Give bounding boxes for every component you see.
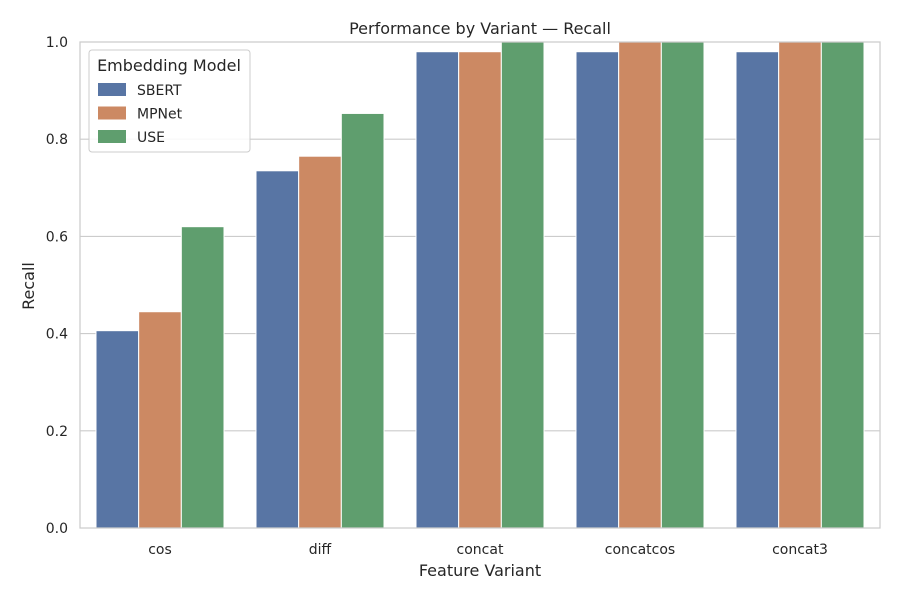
chart-title: Performance by Variant — Recall	[349, 19, 611, 38]
bar-mpnet-concat	[458, 51, 502, 529]
y-tick-label: 0.4	[46, 327, 68, 343]
legend-items: SBERT MPNet USE	[98, 83, 183, 146]
bar-mpnet-concatcos	[618, 41, 662, 529]
bar-sbert-concatcos	[575, 51, 620, 529]
bar-use-concat	[500, 41, 545, 529]
y-tick-label: 0.6	[46, 229, 68, 245]
x-tick-label: concatcos	[605, 542, 675, 558]
legend-box	[88, 49, 251, 153]
y-tick-label: 0.0	[46, 521, 68, 537]
bar-sbert-cos	[95, 330, 140, 529]
legend-title: Embedding Model	[97, 56, 241, 75]
legend-label-mpnet: MPNet	[137, 107, 183, 123]
bar-use-diff	[340, 112, 385, 529]
bar-use-cos	[180, 226, 225, 529]
y-tick-label: 1.0	[46, 35, 68, 51]
bar-use-concat3	[820, 41, 865, 529]
y-tick-label: 0.8	[46, 132, 68, 148]
x-tick-labels: cos diff concat concatcos concat3	[148, 542, 828, 558]
x-tick-label: cos	[148, 542, 172, 558]
y-tick-labels: 0.0 0.2 0.4 0.6 0.8 1.0	[46, 35, 68, 537]
plot-frame	[79, 41, 881, 529]
x-tick-label: concat3	[772, 542, 828, 558]
legend-swatch-use	[98, 130, 126, 143]
legend-label-sbert: SBERT	[137, 83, 182, 99]
x-axis-title: Feature Variant	[419, 561, 541, 580]
bar-use-concatcos	[660, 41, 705, 529]
bar-sbert-concat3	[735, 51, 780, 529]
x-tick-label: diff	[309, 542, 332, 558]
x-tick-label: concat	[457, 542, 504, 558]
legend: Embedding Model SBERT MPNet USE	[88, 49, 251, 153]
bar-mpnet-cos	[138, 311, 182, 529]
legend-label-use: USE	[137, 130, 165, 146]
legend-swatch-mpnet	[98, 106, 126, 120]
y-axis-title: Recall	[19, 262, 38, 310]
bars	[95, 41, 865, 529]
bar-sbert-diff	[255, 170, 300, 529]
y-tick-label: 0.2	[46, 424, 68, 440]
legend-swatch-sbert	[98, 83, 126, 96]
bar-sbert-concat	[415, 51, 460, 529]
bar-mpnet-concat3	[778, 41, 822, 529]
bar-mpnet-diff	[298, 155, 342, 529]
